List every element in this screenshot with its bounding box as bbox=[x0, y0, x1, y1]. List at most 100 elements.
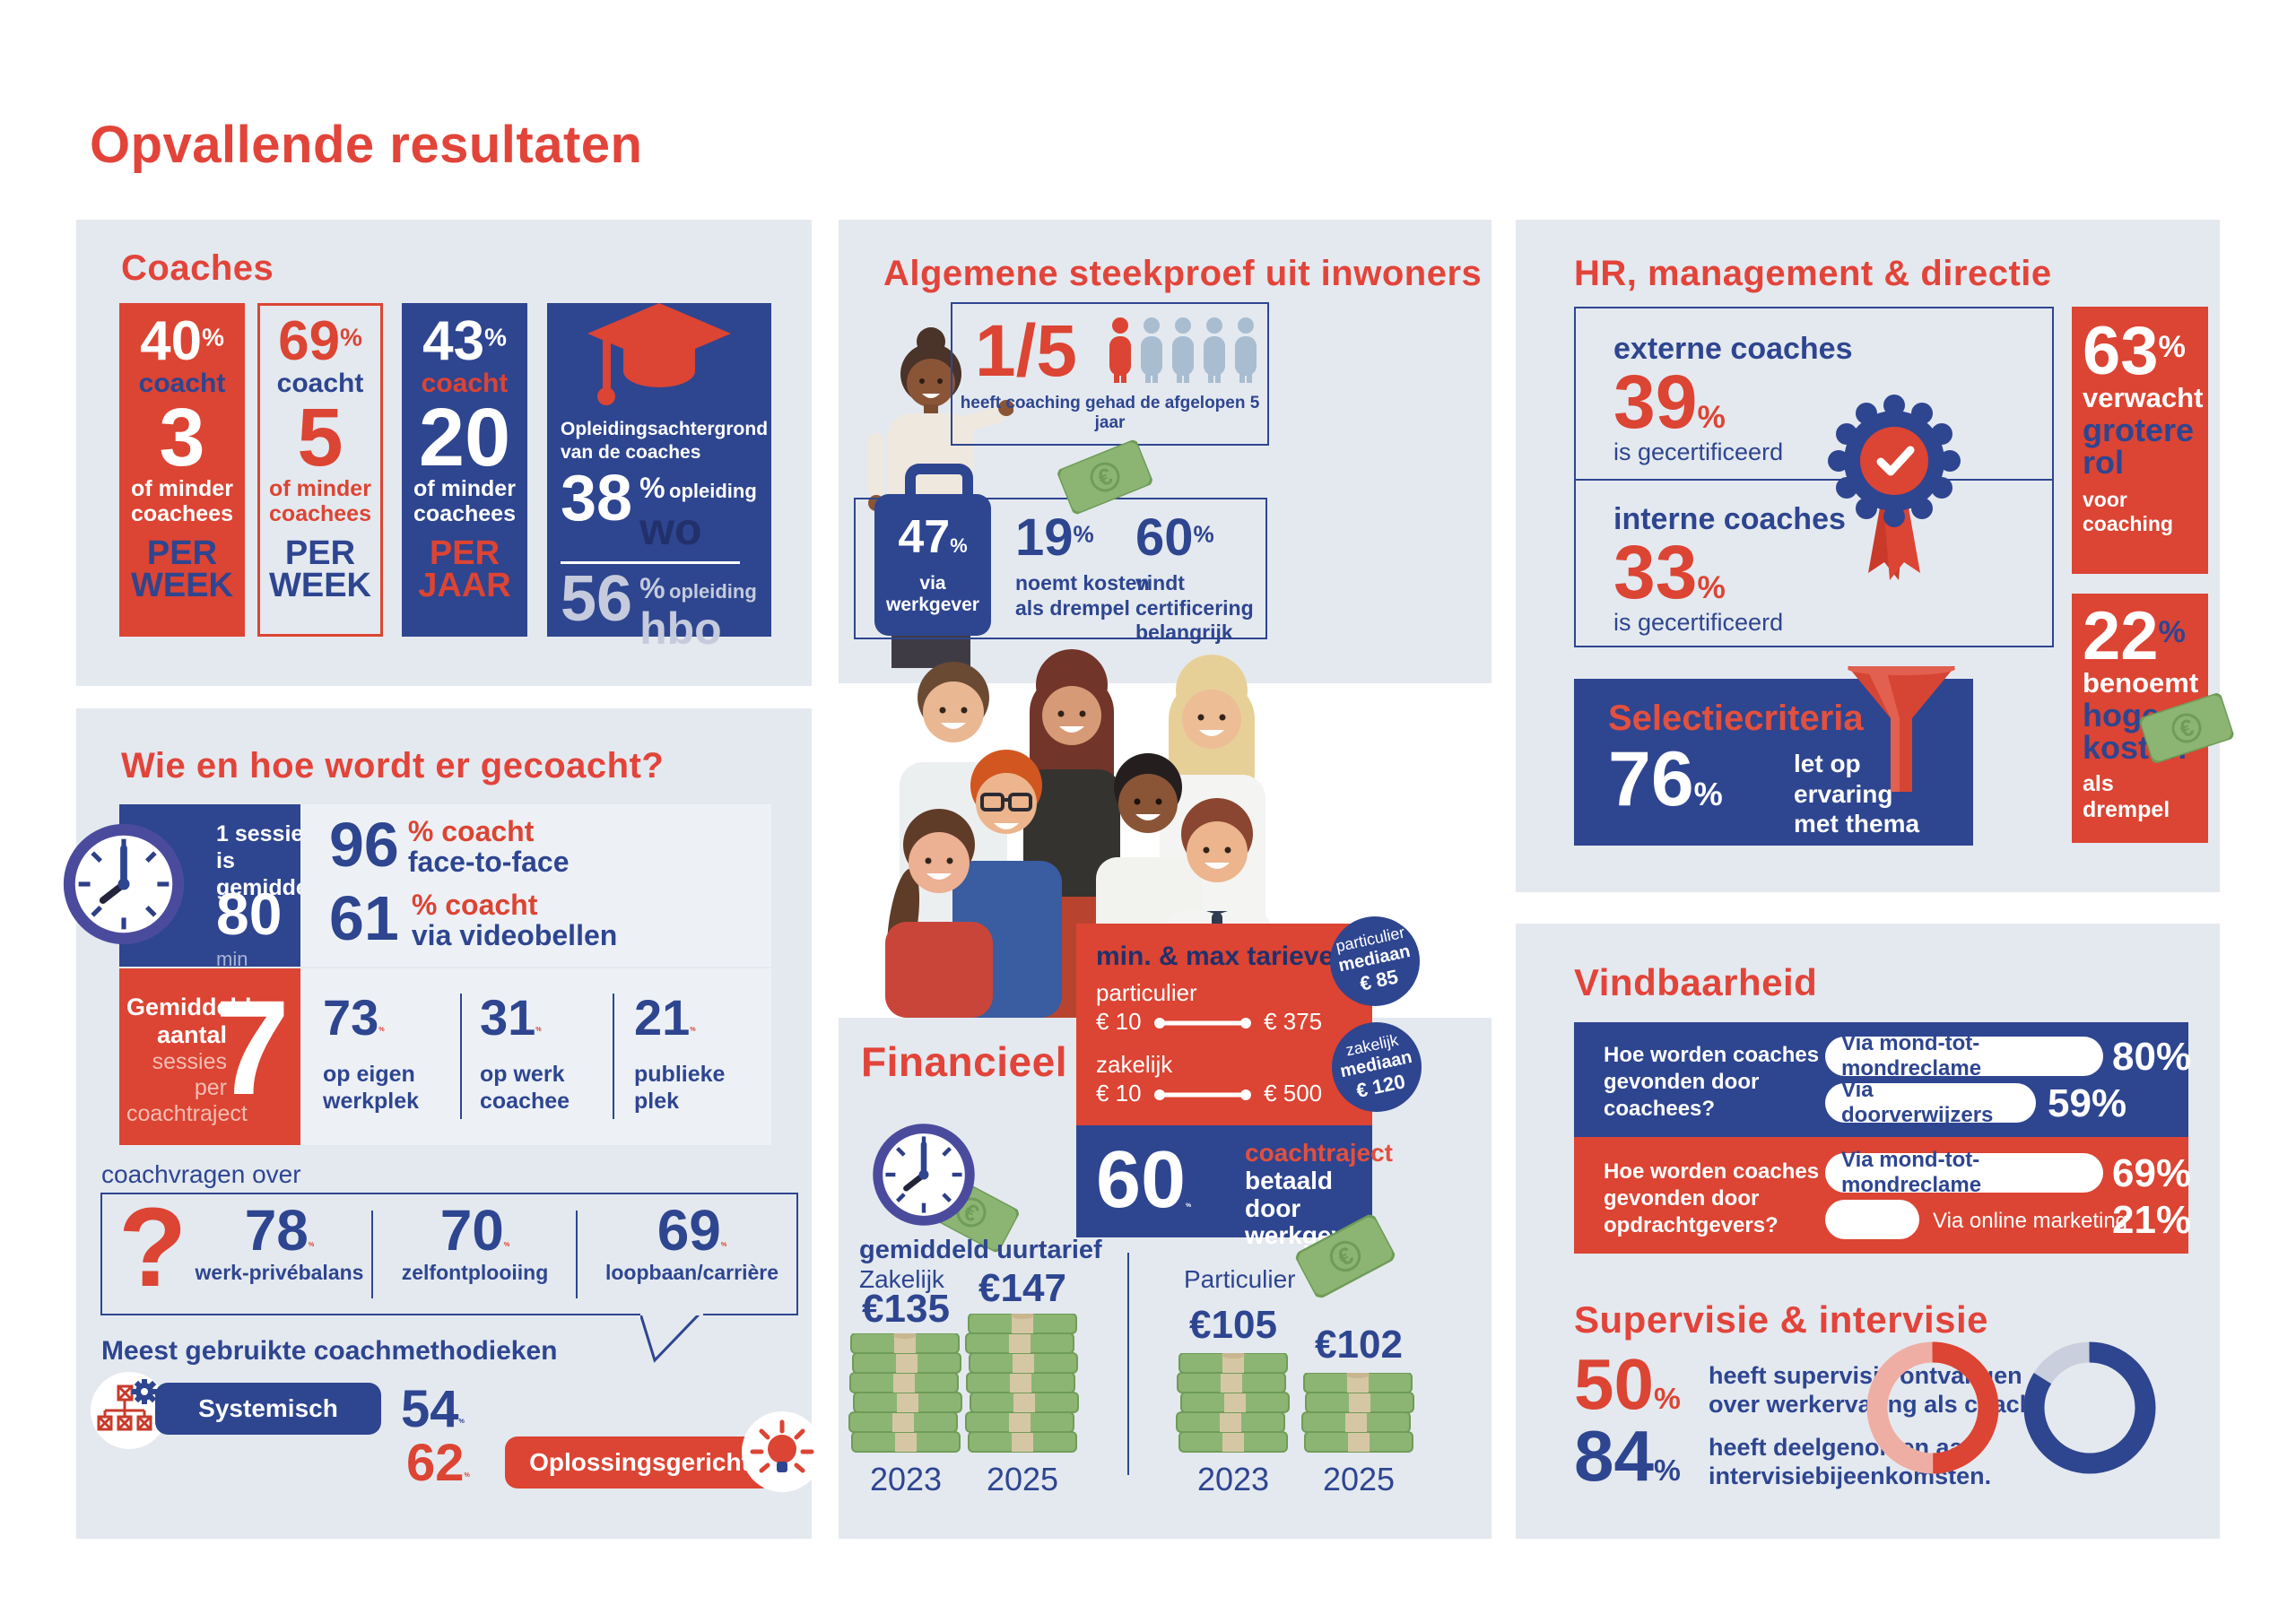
supervisie-item-2: 84% bbox=[1574, 1416, 1681, 1496]
supervisie-donut-50 bbox=[1866, 1341, 1999, 1474]
online-marketing-label: Via online marketing bbox=[1933, 1209, 2128, 1233]
wie-heading: Wie en hoe wordt er gecoacht? bbox=[121, 746, 665, 785]
selectie-heading: Selectiecriteria bbox=[1608, 699, 1864, 738]
methodieken-label: Meest gebruikte coachmethodieken bbox=[101, 1336, 558, 1366]
ratio-box: 1/5 heeft coaching gehad de afgelopen 5 … bbox=[951, 302, 1269, 446]
plek-werk-coachee: 31% op werk coachee bbox=[480, 989, 570, 1114]
vindbaarheid-heading: Vindbaarheid bbox=[1574, 961, 1818, 1003]
tarieven-row-zakelijk: zakelijk bbox=[1096, 1051, 1173, 1078]
panel-hr: HR, management & directie externe coache… bbox=[1516, 220, 2235, 892]
bar-value: €147 bbox=[978, 1266, 1066, 1310]
people-pictogram bbox=[1109, 317, 1257, 383]
divider bbox=[460, 994, 462, 1119]
ratio-value: 1/5 bbox=[975, 310, 1077, 392]
plek-eigen-werkplek: 73% op eigen werkplek bbox=[323, 989, 420, 1114]
hr-rol-card: 63% verwacht grotere rol voor coaching bbox=[2072, 307, 2208, 574]
money-bill-icon bbox=[1056, 438, 1154, 516]
education-row-wo: 38 % opleiding wo bbox=[561, 463, 757, 554]
coachees-question: Hoe worden coaches gevonden door coachees? bbox=[1604, 1043, 1820, 1121]
plek-publiek: 21% publieke plek bbox=[634, 989, 726, 1114]
person-woman-ponytail bbox=[885, 809, 993, 1018]
aantal-box: Gemiddeld aantal sessies per coachtrajec… bbox=[119, 968, 300, 1145]
stat-certificering: 60% vindt certificering belangrijk bbox=[1135, 508, 1254, 645]
range-line bbox=[1153, 1089, 1251, 1100]
mode-face-to-face: 96 % coacht face-to-face bbox=[329, 810, 570, 880]
betaald-box: 60% coachtraject betaald door werkgever bbox=[1076, 1125, 1393, 1249]
methode-oplossingsgericht-value: 62% bbox=[406, 1434, 470, 1492]
aantal-labels: Gemiddeld aantal sessies per coachtrajec… bbox=[126, 994, 252, 1126]
hr-selectie-box: Selectiecriteria 76% let op ervaring met t… bbox=[1574, 666, 1973, 846]
methode-systemisch-bar: Systemisch bbox=[155, 1383, 381, 1435]
stat-value: 69% bbox=[278, 310, 362, 372]
education-row-hbo: 56 % opleiding hbo bbox=[561, 563, 757, 654]
stat-verb: coacht bbox=[421, 368, 509, 398]
stat-desc: of minder coachees bbox=[413, 476, 516, 526]
bar-value: €105 bbox=[1189, 1303, 1277, 1347]
selectie-label: let op ervaring met thema bbox=[1794, 750, 1920, 838]
stat-count: 5 bbox=[297, 391, 344, 483]
vraag-zelfontplooiing: 70% zelfontplooiing bbox=[401, 1198, 549, 1284]
pill-mond-tot-mond: Via mond-tot-mondreclame bbox=[1825, 1031, 2103, 1081]
sessie-value: 80 min bbox=[216, 881, 283, 970]
divider bbox=[1127, 1253, 1129, 1475]
methode-oplossingsgericht-bar: Oplossingsgericht bbox=[505, 1436, 774, 1488]
vragen-label: coachvragen over bbox=[101, 1160, 301, 1188]
financieel-heading: Financieel bbox=[861, 1038, 1067, 1085]
tarieven-range-zakelijk: € 10 € 500 bbox=[1096, 1080, 1323, 1107]
money-stack-zakelijk-2023 bbox=[848, 1333, 962, 1453]
bar-year: 2023 bbox=[869, 1461, 943, 1497]
bar-year: 2025 bbox=[986, 1461, 1059, 1497]
supervisie-heading: Supervisie & intervisie bbox=[1574, 1298, 1989, 1341]
hr-externe: externe coaches 39% is gecertificeerd bbox=[1613, 332, 1853, 465]
page-title: Opvallende resultaten bbox=[90, 116, 643, 174]
stat-count: 3 bbox=[159, 391, 205, 483]
bar-year: 2025 bbox=[1322, 1461, 1396, 1497]
opdrachtgevers-value-1: 69% bbox=[2112, 1151, 2192, 1195]
pill-mond-tot-mond: Via mond-tot-mondreclame bbox=[1825, 1148, 2103, 1197]
supervisie-item-1: 50% bbox=[1574, 1344, 1681, 1424]
stat-werkgever-value: 47% bbox=[898, 511, 968, 563]
vraag-werkprive: 78% werk-privébalans bbox=[195, 1198, 364, 1284]
divider bbox=[613, 994, 614, 1119]
zakelijk-label: Zakelijk bbox=[859, 1265, 944, 1293]
modes-box: 96 % coacht face-to-face 61 % coacht via… bbox=[300, 804, 771, 967]
intervisie-donut-84 bbox=[2023, 1341, 2156, 1474]
coaches-card-education: Opleidingsachtergrond van de coaches 38 %… bbox=[547, 303, 771, 652]
lightbulb-icon bbox=[742, 1411, 822, 1492]
opdrachtgevers-question: Hoe worden coaches gevonden door opdrachtg… bbox=[1604, 1159, 1820, 1237]
bar-value: €135 bbox=[862, 1287, 950, 1331]
selectie-value: 76% bbox=[1608, 736, 1723, 822]
aantal-value: 7 bbox=[214, 972, 290, 1123]
stat-per: PER WEEK bbox=[131, 534, 233, 605]
briefcase-icon: 47% via werkgever bbox=[874, 464, 991, 638]
betaald-value: 60% bbox=[1096, 1135, 1192, 1225]
methode-systemisch-value: 54% bbox=[401, 1380, 465, 1438]
question-mark-icon: ? bbox=[118, 1185, 187, 1310]
stat-kosten: 19% noemt kosten als drempel bbox=[1015, 508, 1150, 620]
uurtarief-label: gemiddeld uurtarief bbox=[859, 1236, 1102, 1264]
stat-verb: coacht bbox=[138, 368, 226, 398]
panel-wie: Wie en hoe wordt er gecoacht? 1 sessie i… bbox=[76, 708, 822, 1539]
range-line bbox=[1153, 1018, 1251, 1028]
money-stack-particulier-2023 bbox=[1176, 1353, 1290, 1453]
panel-vindbaarheid: Vindbaarheid Hoe worden coaches gevonden … bbox=[1516, 924, 2220, 1539]
divider bbox=[371, 1211, 373, 1298]
stat-count: 20 bbox=[418, 391, 511, 483]
stat-value: 40% bbox=[140, 310, 224, 372]
supervisie-text-2: heeft deelgenomen aan intervisiebijeenkom… bbox=[1709, 1434, 1992, 1490]
vindbaarheid-coachees-box: Hoe worden coaches gevonden door coachees?… bbox=[1574, 1022, 2191, 1137]
graduation-cap-icon bbox=[587, 303, 731, 405]
vraag-loopbaan: 69% loopbaan/carrière bbox=[604, 1198, 779, 1284]
vindbaarheid-opdrachtgevers-box: Hoe worden coaches gevonden door opdrachtg… bbox=[1574, 1137, 2192, 1254]
tarieven-range-particulier: € 10 € 375 bbox=[1096, 1008, 1323, 1035]
stat-werkgever-label: via werkgever bbox=[886, 573, 979, 615]
coaches-card-week-3: 40% coacht 3 of minder coachees PER WEEK bbox=[119, 303, 245, 637]
funnel-icon bbox=[1848, 666, 1955, 792]
hr-heading: HR, management & directie bbox=[1574, 254, 2052, 293]
clock-icon bbox=[60, 820, 187, 948]
particulier-label: Particulier bbox=[1184, 1265, 1296, 1293]
panel-steekproef: Algemene steekproef uit inwoners 1/5 bbox=[839, 220, 1492, 683]
coaches-card-jaar-20: 43% coacht 20 of minder coachees PER JAAR bbox=[402, 303, 527, 637]
coaches-heading: Coaches bbox=[121, 248, 274, 288]
stat-per: PER JAAR bbox=[418, 534, 511, 605]
